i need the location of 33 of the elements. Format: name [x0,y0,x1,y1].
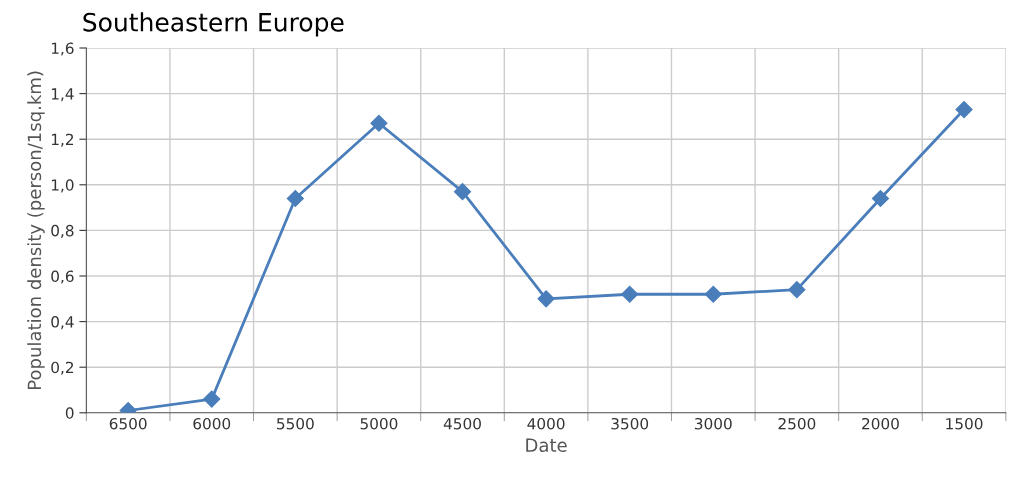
y-axis-title: Population density (person/1sq.km) [27,71,45,389]
y-tick-label: 0,2 [51,361,74,375]
y-tick-label: 0,4 [51,316,74,330]
y-tick-label: 1,4 [51,88,74,102]
x-tick-label: 2000 [862,417,899,430]
point [453,183,472,201]
point [955,101,973,119]
y-tick-label: 1,2 [51,133,74,147]
x-tick-label: 5000 [360,417,398,430]
x-tick-label: 2500 [778,417,816,430]
point [871,189,890,208]
y-tick-label: 0 [65,407,74,419]
x-tick-label: 5500 [277,417,314,430]
point [704,285,722,303]
y-tick-label: 1,0 [51,179,74,193]
y-tick-label: 0,6 [51,270,74,284]
x-tick-label: 3000 [695,417,732,430]
point [203,390,221,408]
x-axis-title: Date [526,438,567,452]
x-tick-label: 4000 [527,417,565,430]
point [788,281,806,299]
x-tick-label: 3500 [611,417,649,430]
point [621,285,639,303]
point [537,290,555,308]
x-tick-label: 4500 [443,417,481,430]
y-tick-label: 1,6 [51,42,74,56]
point [370,114,388,132]
y-tick-label: 0,8 [51,224,74,238]
x-tick-label: 6500 [109,417,147,430]
point [286,189,304,208]
x-tick-label: 6000 [193,417,231,430]
chart-title: Southeastern Europe [83,12,344,37]
x-tick-label: 1500 [946,417,983,430]
